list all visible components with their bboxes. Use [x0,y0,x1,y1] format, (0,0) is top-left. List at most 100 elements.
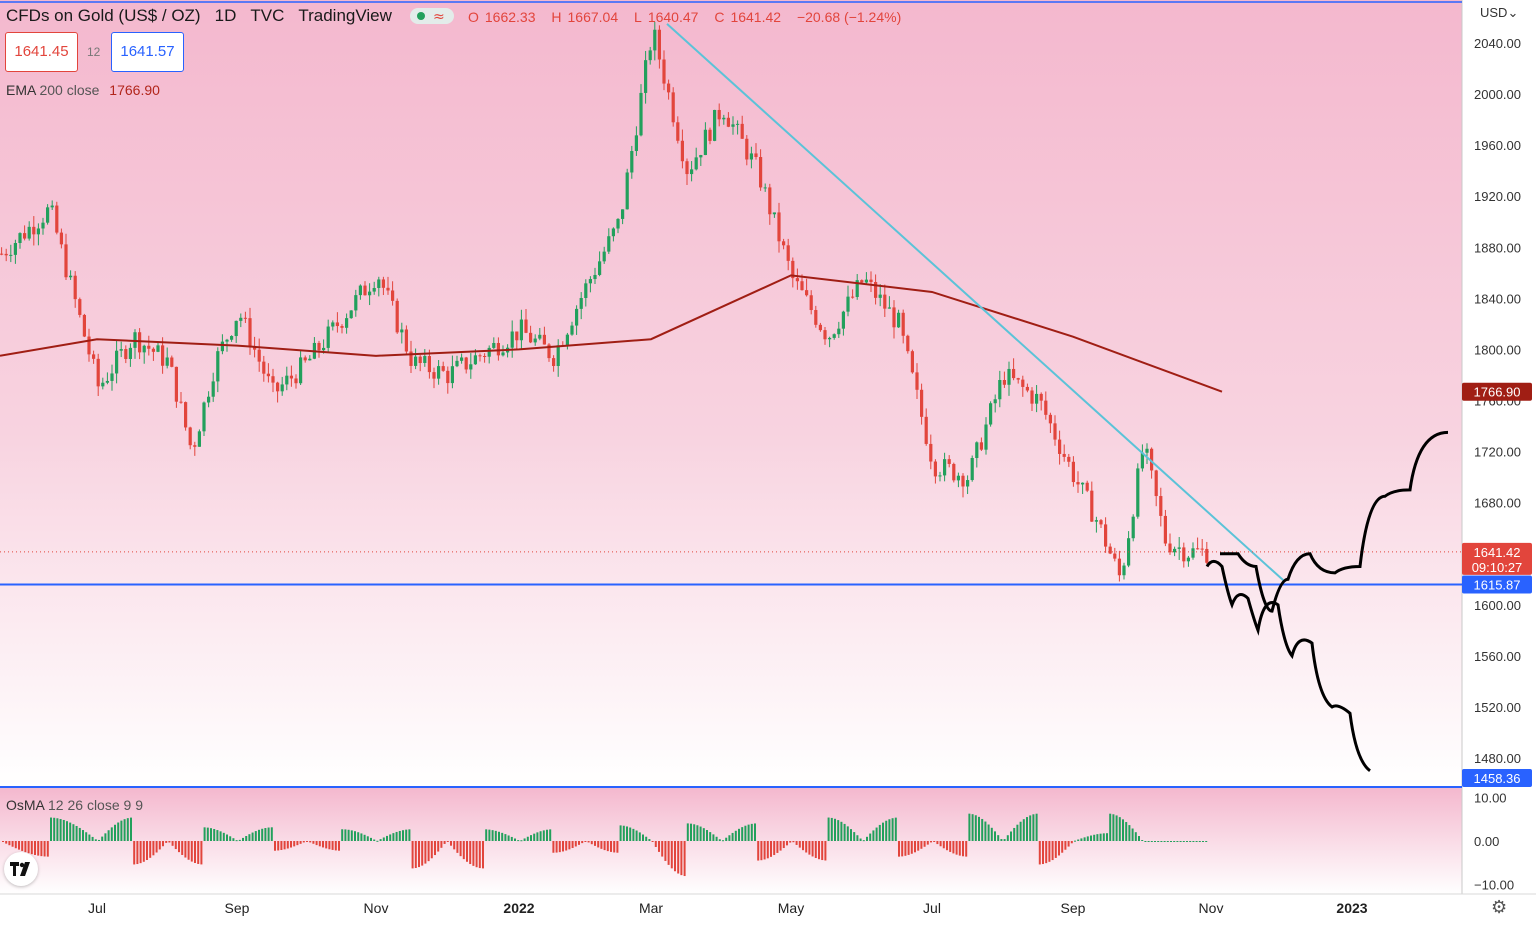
osma-bar-positive [1093,834,1096,841]
candle-down [262,361,266,374]
candle-up [722,117,726,120]
osma-bar-negative [680,841,683,876]
osma-bar-positive [638,832,641,841]
candle-up [1145,448,1149,453]
candle-up [1136,468,1140,517]
candle-down [542,334,546,345]
osma-bar-positive [373,839,376,841]
osma-bar-negative [933,841,936,842]
osma-bar-positive [1026,817,1028,841]
osma-bar-positive [1006,835,1009,841]
osma-bar-positive [622,825,625,841]
candle-down [791,260,795,279]
candle-down [391,290,395,301]
osma-bar-positive [1112,814,1115,841]
symbol-title[interactable]: CFDs on Gold (US$ / OZ) [6,6,201,25]
osma-bar-negative [1061,841,1064,853]
osma-bar-positive [1170,841,1172,842]
osma-bar-negative [456,841,459,853]
candle-up [326,326,330,348]
candle-up [110,373,114,381]
osma-bar-negative [14,841,17,849]
osma-bar-positive [53,817,56,841]
low-value: 1640.47 [647,9,699,25]
candle-up [1186,557,1190,562]
sell-button[interactable]: 1641.45 [5,32,78,72]
candle-up [460,357,464,361]
osma-bar-positive [117,822,120,841]
osma-bar-positive [843,823,846,841]
candle-up [345,318,349,328]
osma-bar-negative [462,841,465,860]
osma-bar-negative [770,841,772,857]
y-tick-label: 1720.00 [1474,445,1521,460]
osma-bar-positive [642,834,644,841]
osma-legend[interactable]: OsMA 12 26 close 9 9 [6,797,143,813]
osma-bar-positive [738,828,740,841]
osma-bar-positive [514,838,516,841]
gear-icon[interactable]: ⚙ [1491,897,1508,917]
osma-bar-positive [62,819,65,841]
osma-bar-positive [491,830,494,841]
osma-bar-negative [805,841,808,853]
candle-up [207,396,211,403]
osma-bar-negative [1045,841,1048,864]
osma-bar-positive [846,826,849,841]
osma-bar-negative [923,841,926,847]
osma-bar-positive [78,827,81,841]
bullish-projection-path [1219,430,1449,613]
candle-down [294,378,298,384]
market-status-icon[interactable]: ≈ [410,8,454,25]
candle-up [1173,548,1177,553]
osma-bar-negative [178,841,180,853]
candle-up [575,308,579,326]
candle-up [598,261,602,275]
osma-bar-negative [437,841,440,852]
osma-bar-positive [72,824,75,841]
candle-up [699,155,703,158]
osma-bar-negative [814,841,817,859]
osma-bar-positive [894,817,897,841]
osma-bar-positive [354,831,356,841]
osma-bar-positive [872,830,875,841]
osma-y-tick-label: 10.00 [1474,791,1507,806]
osma-bar-positive [98,839,100,841]
x-tick-label: Nov [364,900,389,916]
osma-bar-negative [414,841,417,869]
tradingview-logo-icon[interactable] [4,852,38,886]
candle-down [874,282,878,298]
last-price-badge-bg [1462,542,1532,575]
candle-up [101,382,105,387]
interval-label[interactable]: 1D [214,6,237,25]
bottom-line-badge: 1458.36 [1462,769,1532,787]
candle-up [197,431,201,447]
osma-bar-positive [50,817,52,841]
candle-down [1113,553,1117,559]
osma-bar-negative [434,841,436,856]
osma-bar-positive [232,838,235,841]
currency-selector[interactable]: USD⌄ [1480,5,1518,21]
osma-bar-positive [648,839,651,841]
osma-bar-negative [1051,841,1054,861]
candle-up [119,349,123,351]
osma-bar-negative [773,841,776,856]
osma-bar-negative [296,841,299,846]
osma-bar-negative [174,841,177,850]
osma-bar-positive [501,832,504,841]
osma-bar-positive [686,823,689,841]
osma-bar-negative [283,841,286,850]
candle-up [993,399,997,404]
osma-bar-negative [424,841,427,864]
osma-bar-positive [629,827,632,841]
candle-up [220,341,224,352]
ema-legend[interactable]: EMA 200 close 1766.90 [6,82,160,98]
osma-bar-positive [405,829,408,841]
candle-down [395,300,399,333]
candle-down [404,329,408,352]
candle-down [1108,546,1112,554]
osma-bar-negative [146,841,148,861]
buy-button[interactable]: 1641.57 [111,32,184,72]
osma-bar-positive [270,827,273,841]
